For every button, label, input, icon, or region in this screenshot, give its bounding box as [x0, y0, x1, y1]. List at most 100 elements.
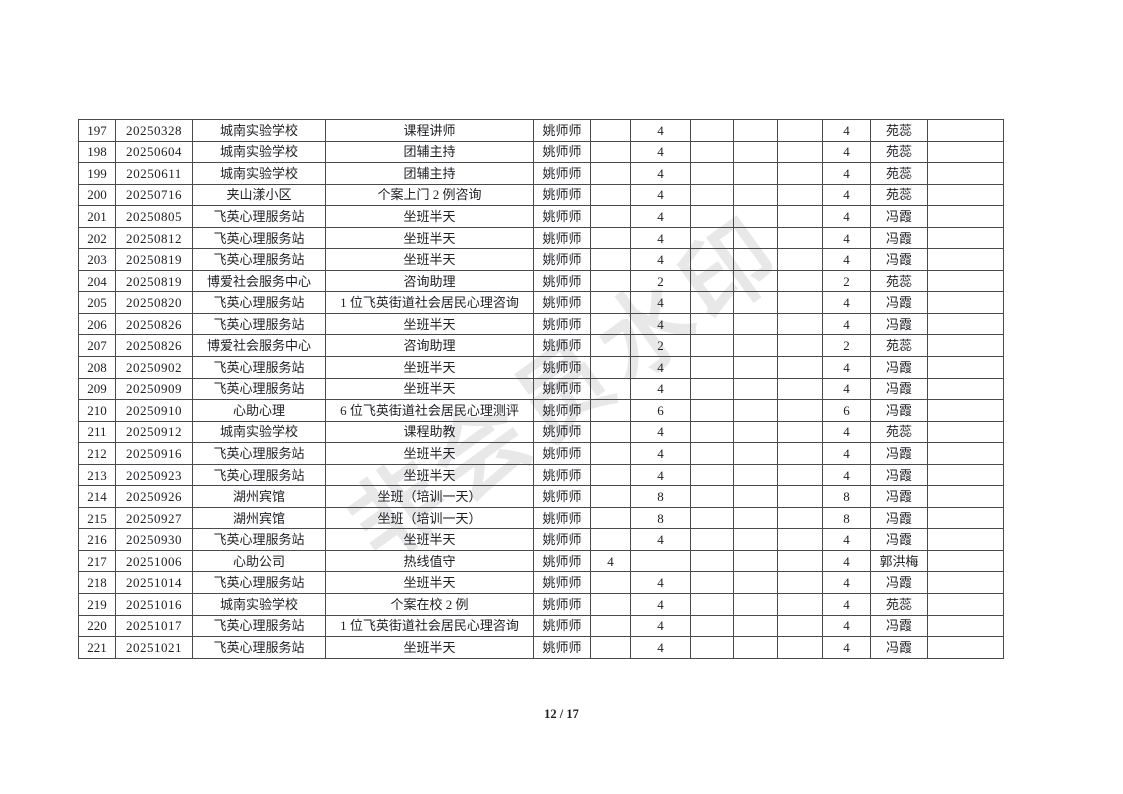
table-row: 218 20251014 飞英心理服务站 坐班半天 姚师师 4 4 冯霞 [78, 571, 1004, 595]
cell-col10 [777, 226, 823, 250]
cell-hours-total: 4 [822, 248, 871, 271]
cell-date: 20250909 [115, 377, 193, 401]
cell-hours-a [590, 614, 631, 638]
cell-hours-total: 4 [822, 593, 871, 616]
cell-col8 [690, 463, 734, 487]
cell-col9 [733, 119, 778, 142]
cell-recorder: 冯霞 [870, 506, 928, 530]
cell-row-no: 210 [78, 399, 116, 422]
cell-hours-a [590, 636, 631, 659]
cell-date: 20250910 [115, 399, 193, 422]
cell-hours-a [590, 356, 631, 379]
cell-recorder: 苑蕊 [870, 140, 928, 164]
cell-remark [927, 119, 1004, 142]
cell-location: 飞英心理服务站 [192, 377, 326, 401]
cell-hours-a [590, 291, 631, 314]
cell-col8 [690, 356, 734, 379]
cell-col10 [777, 377, 823, 401]
cell-hours-a [590, 485, 631, 508]
cell-col9 [733, 399, 778, 422]
table-row: 206 20250826 飞英心理服务站 坐班半天 姚师师 4 4 冯霞 [78, 312, 1004, 336]
cell-hours-total: 4 [822, 162, 871, 185]
cell-activity: 1 位飞英街道社会居民心理咨询 [325, 291, 534, 314]
cell-activity: 咨询助理 [325, 334, 534, 358]
table-row: 216 20250930 飞英心理服务站 坐班半天 姚师师 4 4 冯霞 [78, 528, 1004, 551]
cell-participant: 姚师师 [533, 119, 591, 142]
cell-hours-b: 4 [630, 205, 691, 228]
cell-activity: 坐班（培训一天） [325, 485, 534, 508]
cell-col10 [777, 119, 823, 142]
cell-col9 [733, 312, 778, 336]
cell-hours-total: 4 [822, 226, 871, 250]
cell-recorder: 冯霞 [870, 205, 928, 228]
cell-remark [927, 334, 1004, 358]
cell-col8 [690, 528, 734, 551]
cell-participant: 姚师师 [533, 593, 591, 616]
table-row: 200 20250716 夹山漾小区 个案上门 2 例咨询 姚师师 4 4 苑蕊 [78, 183, 1004, 207]
cell-activity: 团辅主持 [325, 140, 534, 164]
cell-hours-a [590, 205, 631, 228]
cell-location: 城南实验学校 [192, 162, 326, 185]
cell-activity: 6 位飞英街道社会居民心理测评 [325, 399, 534, 422]
cell-row-no: 201 [78, 205, 116, 228]
cell-hours-total: 8 [822, 485, 871, 508]
cell-row-no: 204 [78, 269, 116, 293]
cell-activity: 坐班半天 [325, 356, 534, 379]
cell-recorder: 冯霞 [870, 291, 928, 314]
cell-row-no: 215 [78, 506, 116, 530]
cell-remark [927, 485, 1004, 508]
cell-participant: 姚师师 [533, 420, 591, 444]
cell-col8 [690, 119, 734, 142]
cell-col8 [690, 312, 734, 336]
cell-recorder: 冯霞 [870, 528, 928, 551]
cell-remark [927, 399, 1004, 422]
cell-hours-total: 6 [822, 399, 871, 422]
table-row: 211 20250912 城南实验学校 课程助教 姚师师 4 4 苑蕊 [78, 420, 1004, 444]
cell-participant: 姚师师 [533, 312, 591, 336]
cell-col9 [733, 248, 778, 271]
cell-recorder: 苑蕊 [870, 334, 928, 358]
cell-date: 20250611 [115, 162, 193, 185]
cell-row-no: 216 [78, 528, 116, 551]
cell-row-no: 203 [78, 248, 116, 271]
cell-row-no: 206 [78, 312, 116, 336]
cell-hours-a [590, 463, 631, 487]
cell-remark [927, 226, 1004, 250]
cell-row-no: 198 [78, 140, 116, 164]
cell-hours-total: 4 [822, 636, 871, 659]
cell-hours-total: 4 [822, 377, 871, 401]
cell-participant: 姚师师 [533, 506, 591, 530]
cell-participant: 姚师师 [533, 614, 591, 638]
cell-col9 [733, 549, 778, 573]
page-number: 12 / 17 [544, 707, 579, 721]
table-row: 208 20250902 飞英心理服务站 坐班半天 姚师师 4 4 冯霞 [78, 356, 1004, 379]
cell-location: 飞英心理服务站 [192, 528, 326, 551]
cell-hours-b: 4 [630, 420, 691, 444]
cell-remark [927, 312, 1004, 336]
cell-date: 20250902 [115, 356, 193, 379]
cell-participant: 姚师师 [533, 485, 591, 508]
cell-hours-total: 4 [822, 140, 871, 164]
cell-date: 20250926 [115, 485, 193, 508]
cell-location: 飞英心理服务站 [192, 636, 326, 659]
cell-hours-b: 8 [630, 506, 691, 530]
cell-row-no: 200 [78, 183, 116, 207]
cell-hours-a [590, 399, 631, 422]
cell-col10 [777, 485, 823, 508]
cell-col10 [777, 399, 823, 422]
cell-activity: 坐班半天 [325, 463, 534, 487]
cell-date: 20250819 [115, 248, 193, 271]
table-row: 207 20250826 博爱社会服务中心 咨询助理 姚师师 2 2 苑蕊 [78, 334, 1004, 358]
cell-participant: 姚师师 [533, 377, 591, 401]
cell-col8 [690, 162, 734, 185]
cell-row-no: 209 [78, 377, 116, 401]
cell-col10 [777, 291, 823, 314]
cell-col9 [733, 614, 778, 638]
cell-col8 [690, 140, 734, 164]
cell-hours-b: 4 [630, 226, 691, 250]
cell-col10 [777, 593, 823, 616]
cell-hours-a [590, 269, 631, 293]
cell-remark [927, 571, 1004, 595]
cell-hours-a [590, 593, 631, 616]
table-row: 204 20250819 博爱社会服务中心 咨询助理 姚师师 2 2 苑蕊 [78, 269, 1004, 293]
